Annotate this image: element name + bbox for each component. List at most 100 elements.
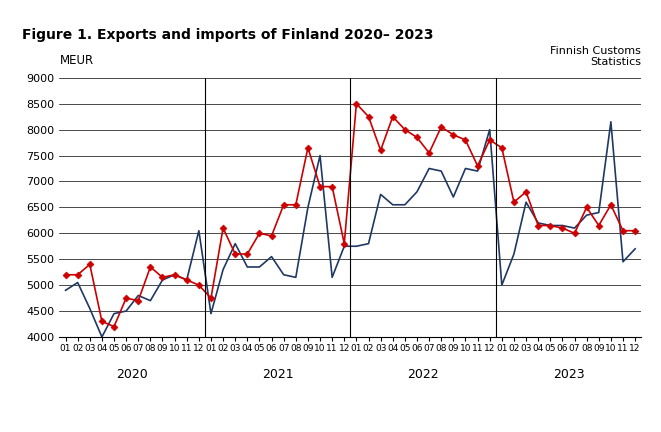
Exports (619, 259, 627, 264)
Text: 2023: 2023 (553, 368, 584, 381)
Exports (280, 272, 288, 277)
Exports (425, 166, 433, 171)
Imports (61, 272, 69, 277)
Imports (461, 137, 469, 143)
Imports (182, 277, 190, 283)
Exports (207, 311, 215, 316)
Text: Finnish Customs
Statistics: Finnish Customs Statistics (551, 46, 641, 67)
Imports (352, 101, 360, 106)
Exports (413, 189, 421, 194)
Legend: Exports, Imports: Exports, Imports (251, 426, 449, 432)
Imports (510, 200, 518, 205)
Imports (607, 202, 615, 207)
Imports (546, 223, 554, 228)
Exports (498, 283, 506, 288)
Exports (389, 202, 397, 207)
Imports (631, 228, 639, 233)
Exports (171, 272, 178, 277)
Imports (522, 189, 530, 194)
Imports (486, 137, 494, 143)
Exports (147, 298, 155, 303)
Exports (122, 308, 130, 314)
Exports (461, 166, 469, 171)
Exports (522, 200, 530, 205)
Exports (365, 241, 373, 246)
Exports (255, 264, 263, 270)
Imports (438, 124, 446, 130)
Imports (534, 223, 542, 228)
Imports (449, 132, 457, 137)
Imports (473, 163, 481, 168)
Imports (73, 272, 82, 277)
Exports (559, 223, 566, 228)
Imports (110, 324, 118, 329)
Exports (340, 244, 348, 249)
Exports (534, 220, 542, 226)
Exports (631, 246, 639, 251)
Imports (316, 184, 324, 189)
Exports (377, 192, 385, 197)
Imports (159, 275, 167, 280)
Imports (292, 202, 299, 207)
Exports (316, 153, 324, 158)
Imports (340, 241, 348, 246)
Imports (425, 150, 433, 156)
Exports (86, 306, 94, 311)
Exports (98, 334, 106, 340)
Imports (207, 295, 215, 301)
Imports (219, 226, 227, 231)
Imports (134, 298, 142, 303)
Exports (268, 254, 276, 259)
Exports (304, 205, 312, 210)
Imports (583, 205, 591, 210)
Exports (328, 275, 336, 280)
Exports (219, 267, 227, 272)
Imports (328, 184, 336, 189)
Imports (268, 233, 276, 238)
Exports (61, 288, 69, 293)
Exports (231, 241, 239, 246)
Exports (134, 293, 142, 298)
Exports (595, 210, 603, 215)
Imports (231, 251, 239, 257)
Imports (365, 114, 373, 119)
Exports (292, 275, 299, 280)
Imports (559, 226, 566, 231)
Exports (195, 228, 203, 233)
Exports (583, 213, 591, 218)
Text: 2022: 2022 (407, 368, 439, 381)
Imports (401, 127, 408, 132)
Exports (110, 311, 118, 316)
Imports (280, 202, 288, 207)
Text: 2021: 2021 (262, 368, 293, 381)
Imports (304, 145, 312, 150)
Imports (122, 295, 130, 301)
Exports (570, 226, 578, 231)
Imports (498, 145, 506, 150)
Imports (377, 148, 385, 153)
Imports (243, 251, 251, 257)
Line: Exports: Exports (65, 122, 635, 337)
Imports (147, 264, 155, 270)
Exports (486, 127, 494, 132)
Exports (182, 277, 190, 283)
Exports (159, 277, 167, 283)
Text: 2020: 2020 (116, 368, 148, 381)
Exports (473, 168, 481, 174)
Imports (595, 223, 603, 228)
Imports (195, 283, 203, 288)
Imports (86, 262, 94, 267)
Exports (401, 202, 408, 207)
Exports (546, 223, 554, 228)
Imports (413, 135, 421, 140)
Text: Figure 1. Exports and imports of Finland 2020– 2023: Figure 1. Exports and imports of Finland… (22, 28, 433, 42)
Text: MEUR: MEUR (59, 54, 94, 67)
Exports (510, 251, 518, 257)
Imports (619, 228, 627, 233)
Imports (570, 231, 578, 236)
Exports (243, 264, 251, 270)
Imports (255, 231, 263, 236)
Exports (449, 194, 457, 200)
Imports (171, 272, 178, 277)
Line: Imports: Imports (63, 101, 638, 329)
